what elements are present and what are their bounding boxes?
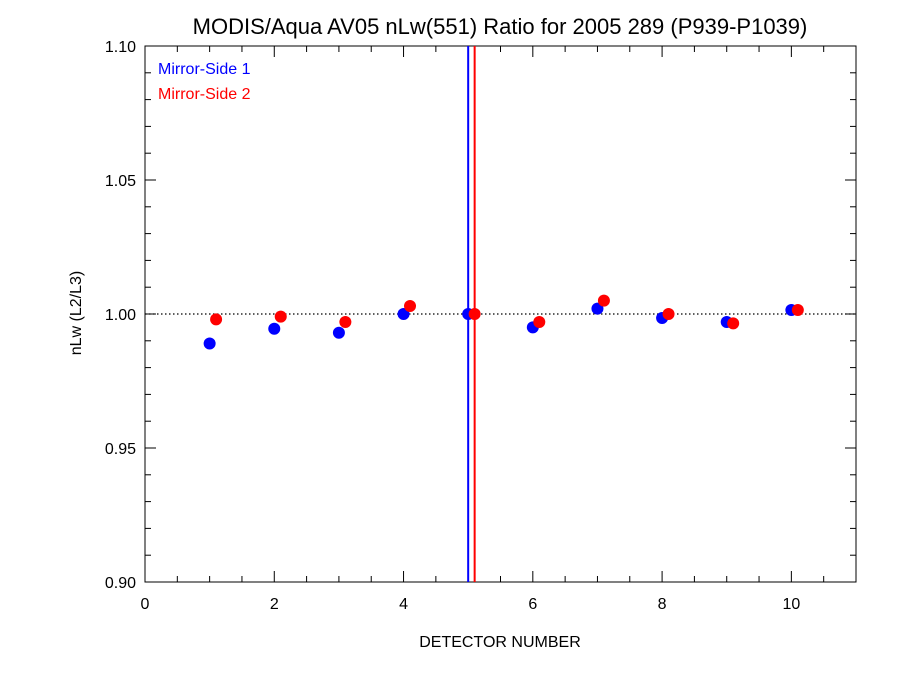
data-point-series-1 bbox=[332, 326, 345, 339]
data-point-series-2 bbox=[339, 316, 352, 329]
data-point-series-2 bbox=[274, 310, 287, 323]
chart-title: MODIS/Aqua AV05 nLw(551) Ratio for 2005 … bbox=[193, 14, 808, 39]
x-tick-label: 6 bbox=[528, 596, 537, 613]
data-point-series-1 bbox=[591, 302, 604, 315]
data-point-series-2 bbox=[791, 303, 804, 316]
y-axis-label: nLw (L2/L3) bbox=[68, 271, 85, 356]
x-axis-label: DETECTOR NUMBER bbox=[419, 634, 581, 651]
legend-entry-series-2: Mirror-Side 2 bbox=[158, 86, 251, 103]
data-point-series-2 bbox=[727, 317, 740, 330]
data-point-series-2 bbox=[597, 294, 610, 307]
x-tick-label: 4 bbox=[399, 596, 408, 613]
data-point-series-1 bbox=[397, 308, 410, 320]
x-tick-label: 10 bbox=[782, 596, 800, 613]
data-point-series-2 bbox=[662, 308, 675, 320]
y-tick-label: 1.00 bbox=[105, 307, 136, 324]
data-point-series-2 bbox=[533, 316, 546, 329]
y-tick-label: 1.05 bbox=[105, 173, 136, 190]
data-point-series-1 bbox=[203, 337, 216, 350]
data-point-series-2 bbox=[210, 313, 223, 326]
x-tick-label: 2 bbox=[270, 596, 279, 613]
y-tick-label: 0.95 bbox=[105, 441, 136, 458]
data-point-series-1 bbox=[268, 322, 281, 335]
data-point-series-2 bbox=[404, 299, 417, 312]
x-tick-label: 8 bbox=[658, 596, 667, 613]
x-tick-label: 0 bbox=[141, 596, 150, 613]
y-tick-label: 1.10 bbox=[105, 39, 136, 56]
legend: Mirror-Side 1 Mirror-Side 2 bbox=[158, 61, 251, 103]
legend-entry-series-1: Mirror-Side 1 bbox=[158, 61, 251, 78]
y-tick-label: 0.90 bbox=[105, 575, 136, 592]
data-point-series-2 bbox=[468, 308, 481, 320]
